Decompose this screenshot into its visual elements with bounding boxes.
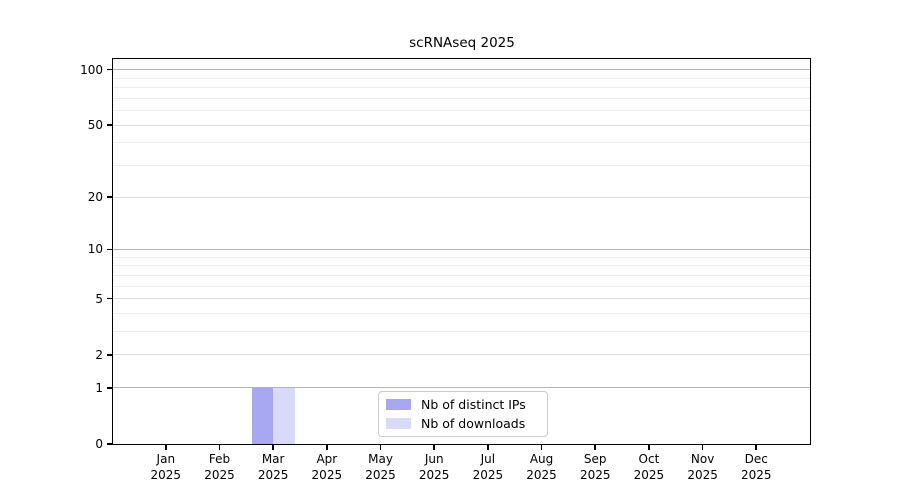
y-gridline-minor bbox=[113, 164, 811, 166]
x-tick-mark bbox=[487, 445, 489, 450]
x-tick-month: Jul bbox=[480, 452, 496, 466]
y-tick-label: 2 bbox=[95, 347, 103, 362]
y-gridline-major bbox=[113, 248, 811, 250]
x-tick-year: 2025 bbox=[526, 468, 557, 482]
legend-label-downloads: Nb of downloads bbox=[421, 416, 526, 431]
y-tick-mark bbox=[107, 124, 113, 126]
y-gridline-major bbox=[113, 387, 811, 389]
x-tick-mark bbox=[594, 445, 597, 450]
bar-mar-distinct-ips bbox=[251, 387, 274, 444]
legend: Nb of distinct IPs Nb of downloads bbox=[378, 391, 548, 437]
x-tick-month: Sep bbox=[583, 452, 607, 466]
x-tick-mark bbox=[433, 445, 435, 450]
legend-swatch-distinct-ips bbox=[386, 399, 411, 410]
x-tick-month: Jun bbox=[424, 452, 444, 466]
x-tick-month: Nov bbox=[690, 452, 715, 466]
x-tick-label-feb: Feb 2025 bbox=[187, 451, 251, 483]
y-tick-mark bbox=[107, 354, 113, 356]
bar-mar-downloads bbox=[273, 387, 295, 444]
x-tick-year: 2025 bbox=[311, 468, 343, 482]
x-tick-mark bbox=[272, 445, 274, 450]
y-tick-label: 50 bbox=[87, 118, 103, 133]
y-tick-mark bbox=[107, 443, 113, 445]
x-tick-year: 2025 bbox=[579, 468, 611, 482]
y-gridline-minor bbox=[113, 331, 811, 333]
x-tick-mark bbox=[540, 445, 543, 450]
x-tick-label-apr: Apr 2025 bbox=[295, 451, 359, 483]
y-gridline bbox=[113, 196, 811, 198]
chart-title: scRNAseq 2025 bbox=[409, 35, 515, 51]
x-tick-label-jul: Jul 2025 bbox=[456, 451, 520, 483]
x-tick-month: Feb bbox=[208, 452, 231, 466]
y-tick-label: 20 bbox=[87, 190, 103, 204]
y-gridline-minor bbox=[113, 97, 811, 99]
y-tick-label: 1 bbox=[95, 380, 103, 395]
x-tick-label-oct: Oct 2025 bbox=[617, 451, 681, 483]
x-tick-month: Oct bbox=[638, 452, 660, 466]
y-tick-mark bbox=[107, 297, 113, 300]
x-tick-mark bbox=[701, 445, 704, 450]
y-gridline-minor bbox=[113, 265, 811, 267]
x-tick-mark bbox=[755, 445, 758, 450]
x-tick-year: 2025 bbox=[472, 468, 504, 482]
y-gridline bbox=[113, 354, 811, 356]
y-gridline bbox=[113, 298, 811, 300]
x-tick-mark bbox=[648, 445, 650, 450]
x-tick-label-nov: Nov 2025 bbox=[671, 451, 735, 483]
y-gridline bbox=[113, 124, 811, 126]
y-gridline-minor bbox=[113, 110, 811, 111]
x-tick-label-jun: Jun 2025 bbox=[402, 451, 466, 483]
x-tick-label-mar: Mar 2025 bbox=[241, 451, 305, 483]
x-tick-label-may: May 2025 bbox=[349, 451, 413, 483]
x-tick-year: 2025 bbox=[365, 468, 396, 482]
y-gridline-major bbox=[113, 69, 811, 71]
x-tick-label-dec: Dec 2025 bbox=[724, 451, 788, 483]
legend-entry-downloads: Nb of downloads bbox=[386, 416, 547, 431]
legend-swatch-downloads bbox=[386, 418, 411, 429]
x-tick-year: 2025 bbox=[740, 468, 772, 482]
y-gridline-minor bbox=[113, 285, 811, 287]
x-tick-label-jan: Jan 2025 bbox=[134, 451, 198, 483]
x-tick-month: Aug bbox=[529, 452, 554, 466]
y-tick-mark bbox=[107, 386, 113, 389]
y-tick-mark bbox=[107, 196, 113, 198]
x-tick-year: 2025 bbox=[204, 468, 235, 482]
x-tick-year: 2025 bbox=[150, 468, 182, 482]
x-tick-mark bbox=[218, 445, 221, 450]
x-tick-label-aug: Aug 2025 bbox=[510, 451, 574, 483]
y-tick-mark bbox=[107, 68, 113, 71]
x-tick-month: Jan bbox=[156, 452, 176, 466]
x-tick-year: 2025 bbox=[418, 468, 450, 482]
legend-label-distinct-ips: Nb of distinct IPs bbox=[421, 397, 526, 412]
y-tick-mark bbox=[107, 248, 113, 251]
x-tick-year: 2025 bbox=[257, 468, 289, 482]
x-tick-mark bbox=[379, 445, 382, 450]
x-tick-year: 2025 bbox=[633, 468, 665, 482]
y-gridline-minor bbox=[113, 142, 811, 144]
x-tick-month: Dec bbox=[744, 452, 768, 466]
x-tick-month: May bbox=[368, 452, 393, 466]
y-gridline-minor bbox=[113, 86, 811, 88]
legend-entry-distinct-ips: Nb of distinct IPs bbox=[386, 397, 547, 412]
y-tick-label: 5 bbox=[95, 291, 103, 306]
x-tick-mark bbox=[165, 445, 167, 450]
y-tick-label: 10 bbox=[87, 242, 103, 257]
y-gridline-minor bbox=[113, 274, 811, 276]
x-tick-month: Apr bbox=[316, 452, 338, 466]
y-tick-label: 0 bbox=[95, 437, 103, 451]
y-gridline-minor bbox=[113, 256, 811, 258]
y-gridline-minor bbox=[113, 312, 811, 314]
x-tick-month: Mar bbox=[261, 452, 285, 466]
y-gridline-minor bbox=[113, 77, 811, 79]
x-tick-mark bbox=[326, 445, 328, 450]
y-tick-label: 100 bbox=[80, 62, 103, 77]
x-tick-label-sep: Sep 2025 bbox=[563, 451, 627, 483]
x-tick-year: 2025 bbox=[687, 468, 718, 482]
